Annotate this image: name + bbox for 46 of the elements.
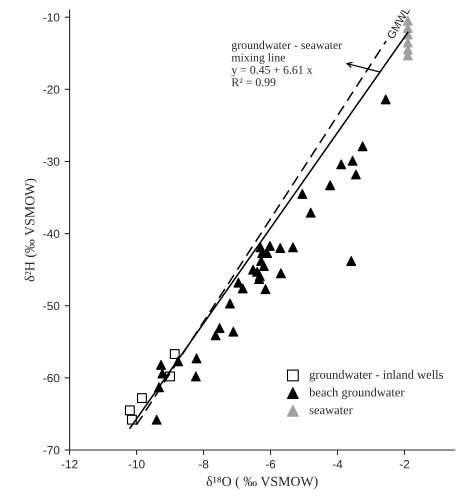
point xyxy=(190,371,201,382)
y-axis-title: δ²H (‰ VSMOW) xyxy=(24,178,38,282)
point xyxy=(260,284,270,294)
x-tick-label: -6 xyxy=(266,460,276,468)
point xyxy=(306,208,316,218)
point xyxy=(348,156,358,166)
y-tick-label: -70 xyxy=(43,446,60,454)
point xyxy=(275,243,286,253)
annotation: groundwater - seawater mixing line y = 0.45 + 6.61 x R² = 0.99 xyxy=(231,40,342,86)
point xyxy=(325,180,336,190)
point xyxy=(214,323,225,334)
point xyxy=(192,353,202,364)
legend-label: groundwater - inland wells xyxy=(310,370,444,382)
y-tick-label: -60 xyxy=(43,374,60,382)
point xyxy=(258,261,269,272)
point xyxy=(346,256,356,266)
point xyxy=(136,393,147,404)
x-axis-title: δ¹⁸O ( ‰ VSMOW) xyxy=(206,476,318,489)
y-tick-label: -10 xyxy=(43,13,60,22)
legend-label: seawater xyxy=(310,407,353,414)
x-tick-label: -4 xyxy=(332,460,342,468)
point xyxy=(156,360,166,370)
point xyxy=(228,326,238,337)
x-tick-label: -8 xyxy=(198,460,208,468)
legend-label: beach groundwater xyxy=(309,388,404,400)
point xyxy=(380,94,391,104)
x-tick-label: -12 xyxy=(62,460,78,468)
x-tick-label: -2 xyxy=(400,460,410,468)
point xyxy=(276,268,286,278)
point xyxy=(297,188,308,199)
x-tick-label: -10 xyxy=(128,460,145,468)
point xyxy=(288,242,298,252)
y-tick-label: -30 xyxy=(43,158,60,166)
point xyxy=(238,283,248,294)
point xyxy=(170,349,180,360)
point xyxy=(336,159,346,170)
point xyxy=(152,414,162,425)
point xyxy=(210,330,221,340)
point xyxy=(124,405,135,416)
y-tick-label: -40 xyxy=(43,230,60,238)
point xyxy=(157,368,168,378)
y-tick-label: -20 xyxy=(43,85,60,94)
point xyxy=(358,141,368,152)
point xyxy=(225,298,235,309)
y-tick-label: -50 xyxy=(43,302,60,310)
point xyxy=(350,170,361,180)
